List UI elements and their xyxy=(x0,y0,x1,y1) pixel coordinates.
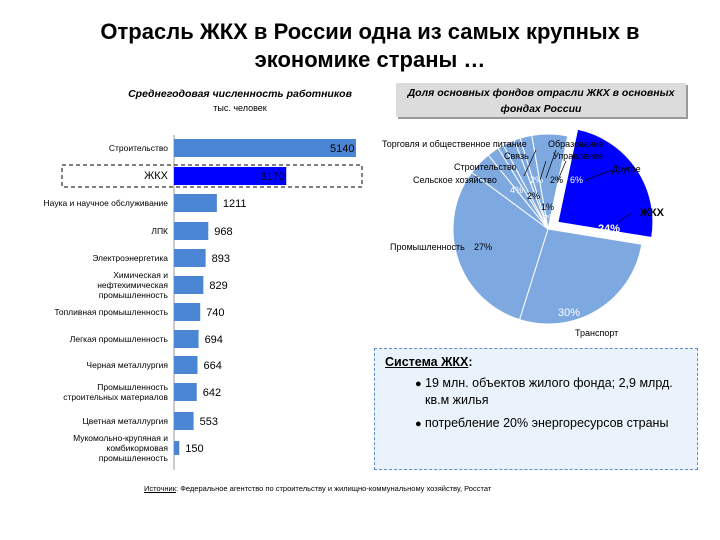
bar-category-label: ЛПК xyxy=(151,226,168,236)
bar-category-label: Наука и научное обслуживание xyxy=(44,198,169,208)
bar-4 xyxy=(174,222,209,240)
bar-category-label: Электроэнергетика xyxy=(92,253,168,263)
bar-3 xyxy=(174,194,217,212)
bar-8 xyxy=(174,330,199,348)
pie-value-label: 6% xyxy=(570,175,583,185)
bar-category-label: Черная металлургия xyxy=(86,360,168,370)
bar-value-label: 150 xyxy=(185,443,203,455)
bar-9 xyxy=(174,356,198,374)
pie-category-label: Сельское хозяйство xyxy=(413,175,497,185)
pie-value-label: 2% xyxy=(530,175,543,185)
pie-slice-10 xyxy=(531,133,569,230)
bar-value-label: 642 xyxy=(203,387,221,399)
bar-2 xyxy=(174,167,287,185)
info-bullet-1: ● 19 млн. объектов жилого фонда; 2,9 млрд… xyxy=(415,376,673,407)
pie-category-label: Образование xyxy=(548,139,604,149)
info-box-title: Система ЖКХ: xyxy=(385,355,473,369)
leader-line xyxy=(545,149,557,179)
bar-category-label: Химическая и нефтехимическая промышленност… xyxy=(97,270,168,300)
leader-line xyxy=(539,160,547,181)
pie-category-label: Другое xyxy=(612,164,641,174)
bar-value-label: 664 xyxy=(204,360,222,372)
leader-line xyxy=(523,149,537,177)
highlight-frame xyxy=(61,164,363,188)
pie-category-label: Транспорт xyxy=(575,328,618,338)
pie-category-label: ЖКХ xyxy=(639,207,665,219)
bar-chart-title: Среднегодовая численность работников xyxy=(128,88,352,100)
bar-value-label: 968 xyxy=(214,226,232,238)
bar-12 xyxy=(174,441,180,455)
bar-category-label: ЖКХ xyxy=(144,170,169,182)
pie-value-label: 24% xyxy=(598,223,620,235)
bar-value-label: 553 xyxy=(200,416,218,428)
pie-value-label: 30% xyxy=(558,307,580,319)
leader-line xyxy=(585,169,613,181)
pie-value-label: 4% xyxy=(510,185,523,195)
bar-10 xyxy=(174,383,197,401)
bar-value-label: 740 xyxy=(206,307,224,319)
bar-chart-subtitle: тыс. человек xyxy=(213,103,267,113)
pie-slice-1 xyxy=(557,128,654,239)
bar-6 xyxy=(174,276,204,294)
bar-category-label: Промышленность строительных материалов xyxy=(63,382,168,402)
pie-category-label: Строительство xyxy=(454,162,517,172)
pie-slice-2 xyxy=(518,228,643,325)
info-box: Система ЖКХ: ● 19 млн. объектов жилого фо… xyxy=(374,348,698,470)
bar-category-label: Топливная промышленность xyxy=(54,307,168,317)
info-bullet-2: ● потребление 20% энергоресурсов страны xyxy=(385,415,687,432)
bar-value-label: 829 xyxy=(209,280,227,292)
bar-value-label: 1211 xyxy=(223,198,247,210)
pie-category-label: Связь xyxy=(504,151,529,161)
bullet-icon: ● xyxy=(415,418,422,430)
pie-value-label: 27% xyxy=(474,242,492,252)
bar-value-label: 3170 xyxy=(260,171,284,183)
bar-11 xyxy=(174,412,194,430)
bar-category-label: Строительство xyxy=(109,143,168,153)
source-note: Источник: Федеральное агентство по строи… xyxy=(144,484,492,493)
pie-value-label: 2% xyxy=(527,191,540,201)
pie-chart-title: Доля основных фондов отрасли ЖКХ в основ… xyxy=(396,83,686,117)
pie-category-label: Управление xyxy=(553,151,603,161)
pie-value-label: 2% xyxy=(543,213,556,223)
bar-1 xyxy=(174,139,356,157)
bar-value-label: 893 xyxy=(212,253,230,265)
bar-category-label: Мукомольно-крупяная и комбикормовая промыш… xyxy=(73,433,168,463)
bar-category-label: Цветная металлургия xyxy=(83,416,169,426)
pie-value-label: 2% xyxy=(550,175,563,185)
bar-value-label: 5140 xyxy=(330,143,354,155)
bar-category-label: Легкая промышленность xyxy=(70,334,169,344)
pie-value-label: 1% xyxy=(541,202,554,212)
pie-slice-3 xyxy=(452,171,549,321)
bullet-icon: ● xyxy=(415,378,422,390)
leader-line xyxy=(617,212,633,223)
bar-7 xyxy=(174,303,201,321)
pie-category-label: Промышленность xyxy=(390,242,465,252)
page-title: Отрасль ЖКХ в России одна из самых крупн… xyxy=(100,19,640,72)
leader-line xyxy=(557,160,567,181)
pie-category-label: Торговля и общественное питание xyxy=(382,139,527,149)
bar-5 xyxy=(174,249,206,267)
bar-value-label: 694 xyxy=(205,334,223,346)
